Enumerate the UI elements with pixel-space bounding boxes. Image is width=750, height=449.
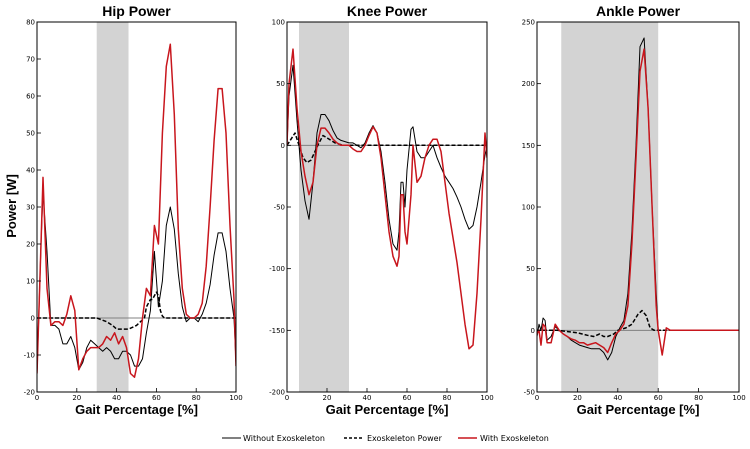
ankle-y-tick-label: 150 [522,142,535,150]
hip-y-tick-label: -20 [24,389,35,397]
legend-label-with-exoskeleton: With Exoskeleton [480,434,549,443]
hip-y-tick-label: 0 [31,315,35,323]
hip-shaded-region [96,22,129,392]
knee-y-tick-label: -200 [269,389,285,397]
knee-series-without-exoskeleton [287,64,487,251]
hip-x-tick-label: 80 [192,394,201,402]
hip-y-tick-label: -10 [24,352,35,360]
hip-y-tick-label: 50 [26,130,35,138]
knee-y-tick-label: -100 [269,265,285,273]
knee-y-tick-label: 50 [276,80,285,88]
ankle-series-without-exoskeleton [537,37,659,361]
knee-power-panel: 0 20 40 60 80 100 -200 -150 -100 -50 0 50 100 Knee Po… [269,3,494,417]
hip-plot-frame [36,21,237,393]
knee-x-axis-label: Gait Percentage [%] [326,402,449,417]
ankle-y-tick-label: 50 [526,265,535,273]
knee-y-tick-label: 0 [281,142,285,150]
ankle-shaded-region [561,22,659,392]
ankle-y-tick-label: 100 [522,204,535,212]
ankle-x-tick-label: 100 [732,394,745,402]
knee-x-tick-label: 60 [403,394,412,402]
hip-power-panel: 0 20 40 60 80 100 -20 -10 0 10 20 30 40 50 60 70 80 Hip P… [24,3,243,417]
ankle-x-tick-label: 80 [694,394,703,402]
legend: Without Exoskeleton Exoskeleton Power Wi… [222,434,549,443]
ankle-x-axis-label: Gait Percentage [%] [577,402,700,417]
hip-y-tick-label: 80 [26,19,35,27]
hip-y-tick-label: 60 [26,93,35,101]
ankle-x-tick-label: 0 [535,394,539,402]
knee-x-tick-label: 100 [480,394,493,402]
knee-y-tick-label: 100 [272,19,285,27]
knee-x-tick-label: 0 [285,394,289,402]
knee-series-exoskeleton-power [287,132,487,164]
hip-x-axis-label: Gait Percentage [%] [75,402,198,417]
ankle-y-tick-label: -50 [524,389,535,397]
hip-x-tick-label: 0 [35,394,39,402]
hip-x-tick-label: 100 [229,394,242,402]
knee-series-with-exoskeleton [287,48,487,350]
hip-y-tick-label: 70 [26,56,35,64]
hip-series-with-exoskeleton [37,43,236,378]
ankle-y-tick-label: 0 [531,327,535,335]
hip-x-tick-label: 40 [112,394,121,402]
legend-label-without-exoskeleton: Without Exoskeleton [243,434,325,443]
ankle-chart-title: Ankle Power [596,3,681,19]
ankle-y-tick-label: 250 [522,19,535,27]
hip-y-tick-label: 40 [26,167,35,175]
knee-x-tick-label: 20 [323,394,332,402]
ankle-x-tick-label: 40 [613,394,622,402]
hip-series-without-exoskeleton [37,191,236,374]
hip-chart-title: Hip Power [102,3,171,19]
knee-y-tick-label: -150 [269,327,285,335]
ankle-x-tick-label: 20 [573,394,582,402]
ankle-series-with-exoskeleton [537,48,739,356]
y-axis-label: Power [W] [4,174,19,238]
hip-x-tick-label: 20 [72,394,81,402]
knee-chart-title: Knee Power [347,3,428,19]
knee-x-tick-label: 80 [443,394,452,402]
knee-y-tick-label: -50 [274,204,285,212]
legend-label-exoskeleton-power: Exoskeleton Power [367,434,443,443]
hip-x-tick-label: 60 [152,394,161,402]
hip-y-tick-label: 20 [26,241,35,249]
hip-y-tick-label: 10 [26,278,35,286]
ankle-x-tick-label: 60 [654,394,663,402]
knee-x-tick-label: 40 [363,394,372,402]
knee-shaded-region [299,22,349,392]
hip-y-tick-label: 30 [26,204,35,212]
ankle-y-tick-label: 200 [522,80,535,88]
